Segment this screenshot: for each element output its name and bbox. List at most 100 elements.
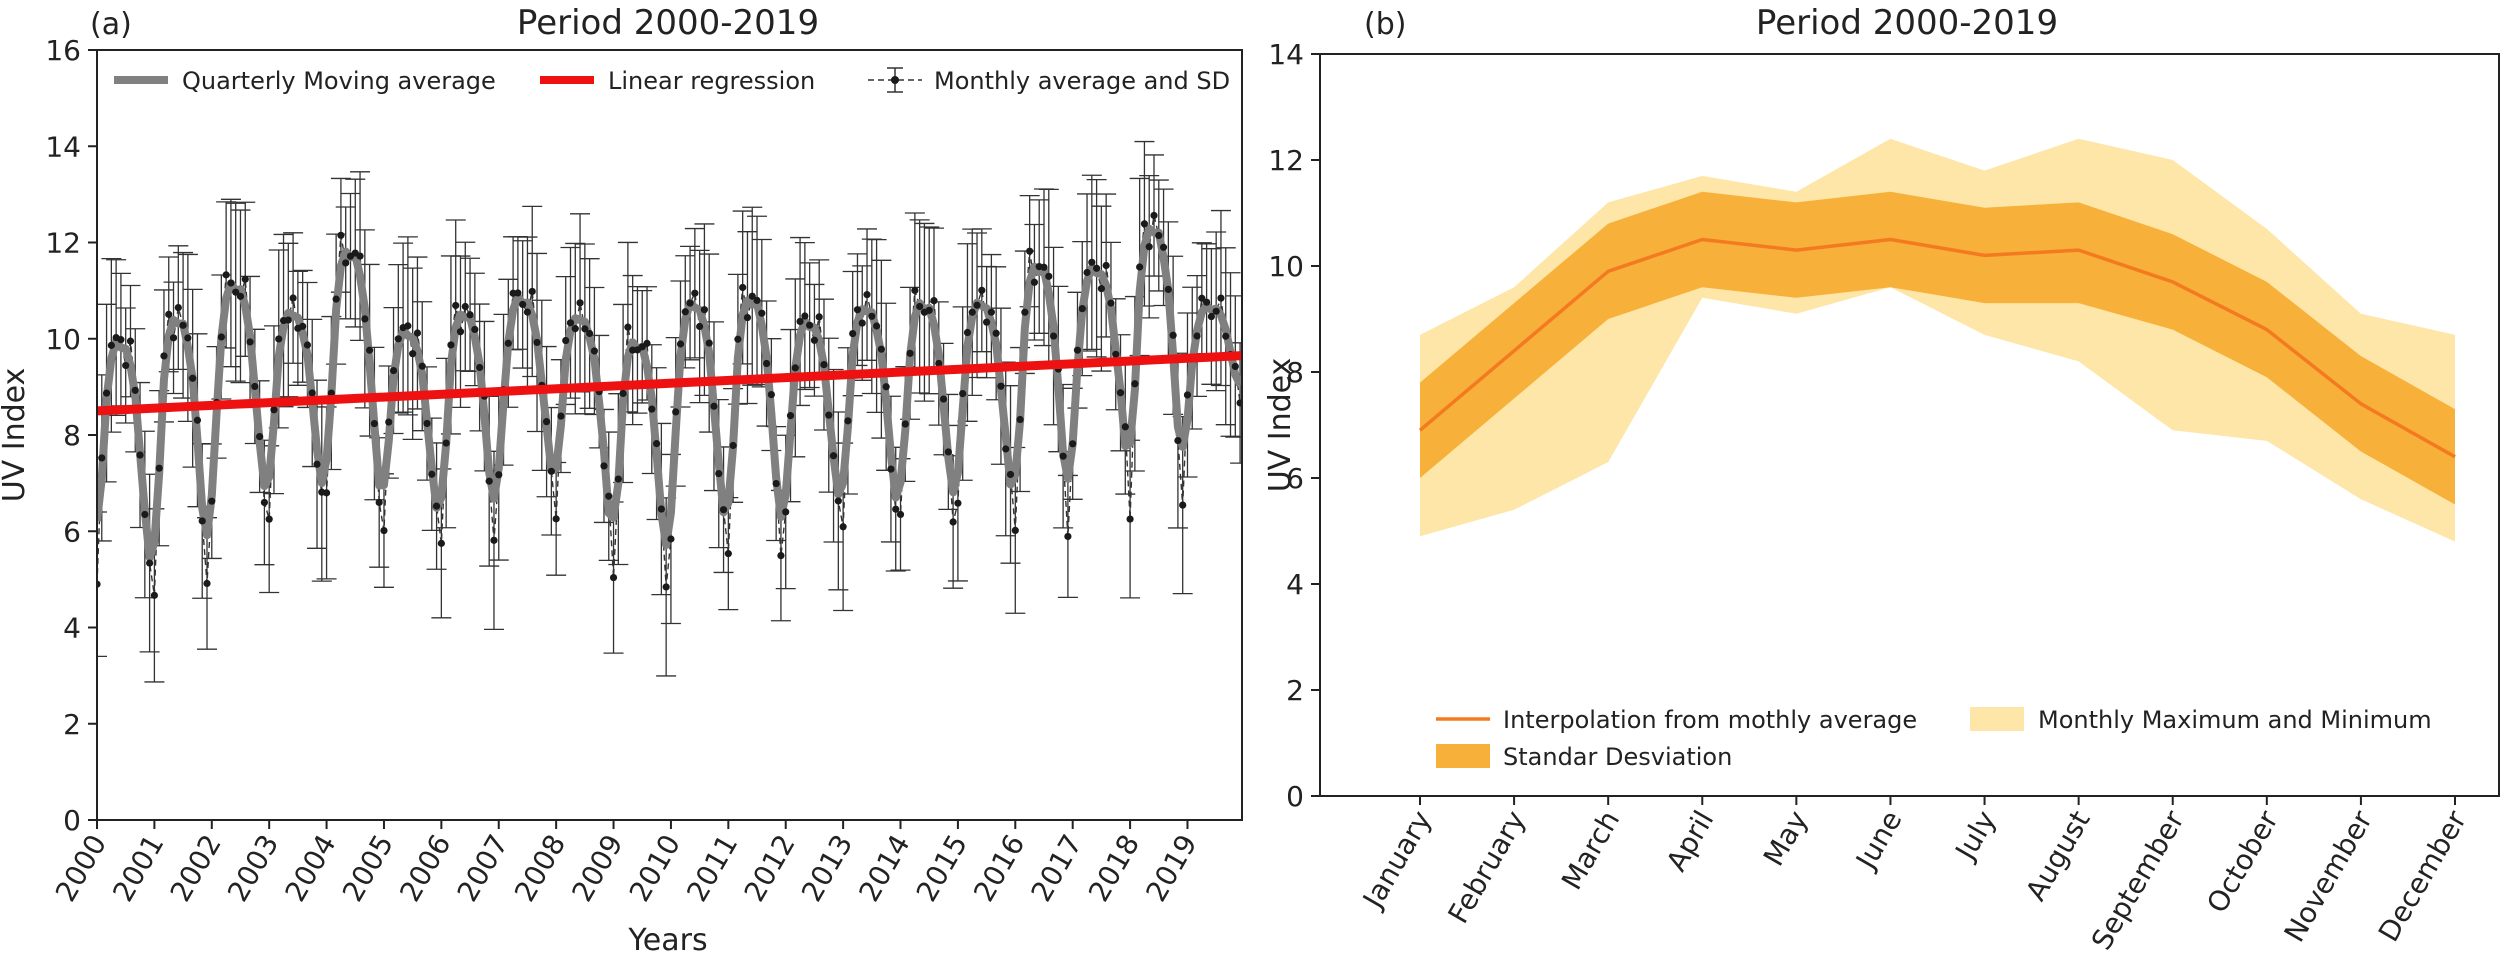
monthly-point [409,350,417,358]
monthly-point [1231,362,1239,371]
monthly-point [829,452,838,460]
monthly-point [1212,307,1220,315]
monthly-point [576,299,584,307]
monthly-point [791,364,799,372]
legend-minmax-label: Monthly Maximum and Minimum [2038,706,2432,734]
monthly-point [198,517,206,525]
monthly-point [308,389,316,397]
monthly-point [222,271,230,279]
x-tick-label: 2019 [1139,829,1203,907]
panel-a-y-ticks: 0 2 4 6 8 10 12 14 16 [45,34,97,837]
monthly-point [1006,470,1015,479]
legend-moving-average-label: Quarterly Moving average [182,67,496,95]
x-tick-label: 2005 [336,829,400,907]
monthly-point [911,286,919,295]
monthly-point [1131,380,1139,388]
legend-sd-label: Standar Desviation [1503,743,1732,771]
monthly-point [131,386,139,394]
x-tick-label: January [1355,805,1438,915]
monthly-point [973,301,981,309]
monthly-point [241,275,249,283]
panel-b: (b) Period 2000-2019 0 2 4 6 8 10 12 14 January… [1263,3,2500,956]
panel-a-plot-area [97,140,1242,683]
x-tick-label: June [1848,805,1908,876]
monthly-point [748,292,756,300]
monthly-point [413,329,422,337]
monthly-point [877,345,885,353]
monthly-point [1179,501,1187,509]
legend-sd-swatch [1436,744,1490,768]
monthly-point [1198,294,1206,302]
monthly-point [141,510,149,519]
monthly-point [284,316,292,324]
monthly-point [1011,526,1019,534]
legend-regression-label: Linear regression [608,67,815,95]
y-tick-label: 2 [1286,674,1304,707]
monthly-point [872,322,881,330]
monthly-point [562,336,570,345]
monthly-point [1078,305,1086,313]
y-tick-label: 8 [63,419,81,452]
monthly-point [753,296,761,305]
monthly-point [174,303,182,312]
y-tick-label: 10 [45,323,81,356]
x-tick-label: July [1948,805,2003,867]
monthly-point [1112,350,1120,358]
monthly-point [1049,332,1058,340]
x-tick-label: September [2085,805,2191,956]
y-tick-label: 10 [1268,250,1304,283]
monthly-point [495,471,503,479]
monthly-point [461,302,469,311]
monthly-point [232,288,240,296]
monthly-point [853,306,862,314]
x-tick-label: 2011 [680,829,744,907]
monthly-point [98,454,106,462]
monthly-point [648,405,656,413]
panel-a-title: Period 2000-2019 [517,3,819,43]
monthly-point [849,330,857,338]
monthly-point [566,319,575,327]
monthly-point [146,559,154,567]
panel-a-y-label: UV Index [0,368,32,503]
monthly-point [251,382,259,391]
monthly-point [203,579,211,588]
monthly-point [1174,436,1182,445]
moving-average-group [97,224,1242,562]
x-tick-label: 2001 [106,829,170,907]
monthly-point [1183,391,1192,399]
monthly-point [265,515,273,523]
monthly-point [189,374,197,382]
monthly-point [236,292,245,300]
monthly-point [342,259,350,267]
monthly-point [126,337,135,345]
panel-b-frame [1319,53,2500,797]
monthly-point [322,489,331,497]
panel-a-legend: Quarterly Moving average Linear regressi… [114,67,1230,95]
x-tick-label: 2015 [910,829,974,907]
monthly-point [590,347,599,355]
monthly-point [514,289,522,297]
monthly-point [1021,308,1029,316]
monthly-point [385,418,393,426]
monthly-point [370,419,379,428]
moving-average-line [97,224,1242,562]
monthly-point [887,465,895,473]
monthly-point [935,359,943,368]
sd-band [1420,191,2455,505]
monthly-point [777,552,785,560]
y-tick-label: 14 [1268,38,1304,71]
monthly-point [1145,243,1153,251]
monthly-point [806,321,814,329]
monthly-point [609,573,618,582]
monthly-point [107,341,115,349]
monthly-point [963,328,972,337]
y-tick-label: 6 [1286,462,1304,495]
monthly-point [485,477,493,485]
panel-a-x-label: Years [627,923,707,958]
monthly-point [801,312,809,320]
monthly-point [896,510,905,519]
legend-monthly-label: Monthly average and SD [934,67,1230,95]
monthly-point [456,328,465,336]
x-tick-label: April [1660,805,1721,877]
monthly-point [1045,272,1053,280]
